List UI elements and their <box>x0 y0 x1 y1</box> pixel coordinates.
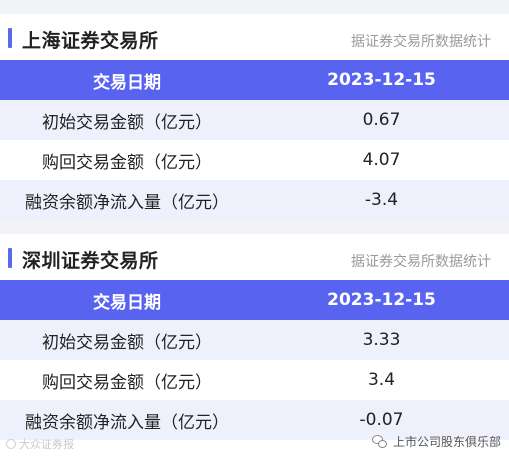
section-header: 上海证券交易所 据证券交易所数据统计 <box>0 14 509 60</box>
section-title: 上海证券交易所 <box>22 30 159 52</box>
table-row: 融资余额净流入量（亿元） -3.4 <box>0 180 509 220</box>
header-value: 2023-12-15 <box>254 280 509 320</box>
section-header: 深圳证券交易所 据证券交易所数据统计 <box>0 234 509 280</box>
row-label: 购回交易金额（亿元） <box>0 140 254 180</box>
wechat-icon <box>371 435 388 448</box>
row-value: 3.33 <box>254 320 509 360</box>
watermark-left-text: 大众证券报 <box>19 438 74 451</box>
data-table: 交易日期 2023-12-15 初始交易金额（亿元） 0.67 购回交易金额（亿… <box>0 60 509 220</box>
section-shanghai: 上海证券交易所 据证券交易所数据统计 交易日期 2023-12-15 初始交易金… <box>0 14 509 220</box>
data-table: 交易日期 2023-12-15 初始交易金额（亿元） 3.33 购回交易金额（亿… <box>0 280 509 440</box>
table-header-row: 交易日期 2023-12-15 <box>0 60 509 100</box>
accent-bar <box>8 28 12 48</box>
table-header-row: 交易日期 2023-12-15 <box>0 280 509 320</box>
row-value: -0.07 <box>254 400 509 440</box>
row-label: 融资余额净流入量（亿元） <box>0 400 254 440</box>
section-shenzhen: 深圳证券交易所 据证券交易所数据统计 交易日期 2023-12-15 初始交易金… <box>0 234 509 440</box>
row-label: 融资余额净流入量（亿元） <box>0 180 254 220</box>
section-subtitle: 据证券交易所数据统计 <box>351 34 491 50</box>
row-label: 初始交易金额（亿元） <box>0 100 254 140</box>
watermark-right-text: 上市公司股东俱乐部 <box>392 435 501 449</box>
accent-bar <box>8 248 12 268</box>
section-gap <box>0 0 509 14</box>
table-row: 购回交易金额（亿元） 4.07 <box>0 140 509 180</box>
header-value: 2023-12-15 <box>254 60 509 100</box>
row-label: 初始交易金额（亿元） <box>0 320 254 360</box>
row-value: -3.4 <box>254 180 509 220</box>
row-value: 0.67 <box>254 100 509 140</box>
row-value: 4.07 <box>254 140 509 180</box>
section-subtitle: 据证券交易所数据统计 <box>351 254 491 270</box>
table-row: 初始交易金额（亿元） 0.67 <box>0 100 509 140</box>
row-value: 3.4 <box>254 360 509 400</box>
section-gap <box>0 220 509 234</box>
header-label: 交易日期 <box>0 280 254 320</box>
section-title: 深圳证券交易所 <box>22 250 159 272</box>
logo-icon <box>6 439 16 449</box>
table-row: 初始交易金额（亿元） 3.33 <box>0 320 509 360</box>
table-row: 购回交易金额（亿元） 3.4 <box>0 360 509 400</box>
watermark-left: 大众证券报 <box>6 436 74 452</box>
header-label: 交易日期 <box>0 60 254 100</box>
table-row: 融资余额净流入量（亿元） -0.07 <box>0 400 509 440</box>
row-label: 购回交易金额（亿元） <box>0 360 254 400</box>
watermark-right: 上市公司股东俱乐部 <box>371 433 501 450</box>
